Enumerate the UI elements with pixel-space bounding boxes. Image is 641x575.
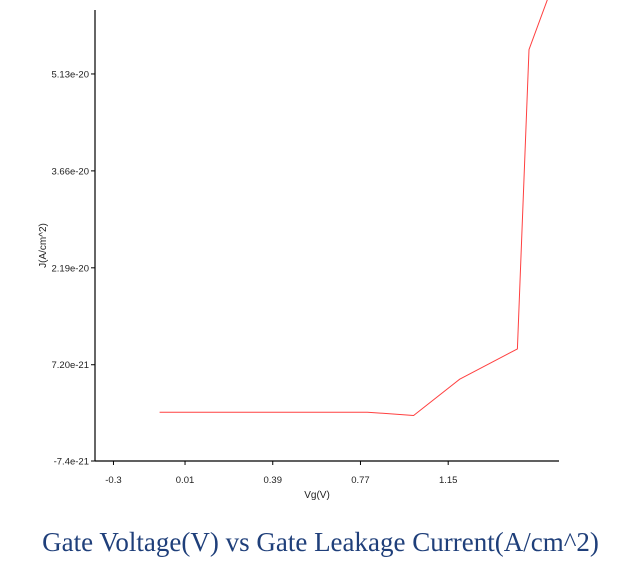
y-tick-label: 7.20e-21 xyxy=(51,360,89,371)
x-tick-label: 0.77 xyxy=(351,475,370,486)
x-tick-label: 0.39 xyxy=(264,475,283,486)
x-tick-label: 1.15 xyxy=(439,475,458,486)
y-tick-label: -7.4e-21 xyxy=(54,457,89,468)
y-tick-label: 5.13e-20 xyxy=(51,69,89,80)
figure-caption: Gate Voltage(V) vs Gate Leakage Current(… xyxy=(42,527,599,557)
series-line-j xyxy=(159,0,548,416)
y-tick-label: 2.19e-20 xyxy=(51,263,89,274)
y-tick-label: 3.66e-20 xyxy=(51,166,89,177)
x-tick-label: -0.3 xyxy=(105,475,121,486)
leakage-chart: -7.4e-21 7.20e-21 2.19e-20 3.66e-20 5.13e-20… xyxy=(38,0,559,501)
x-axis-title: Vg(V) xyxy=(304,490,330,501)
y-axis-title: J(A/cm^2) xyxy=(38,223,49,268)
x-tick-label: 0.01 xyxy=(176,475,195,486)
